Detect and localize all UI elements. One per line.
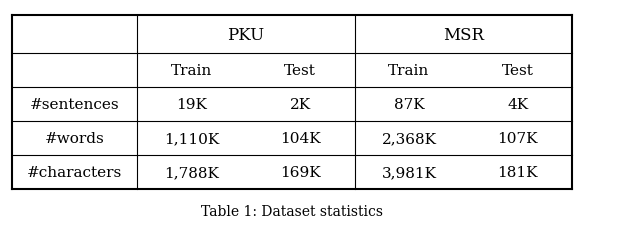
Text: #sentences: #sentences: [30, 98, 119, 112]
Text: 1,110K: 1,110K: [164, 131, 219, 145]
Text: PKU: PKU: [227, 26, 264, 43]
Text: 4K: 4K: [508, 98, 528, 112]
Text: 3,981K: 3,981K: [381, 165, 437, 179]
Text: 2,368K: 2,368K: [381, 131, 437, 145]
Text: Test: Test: [284, 64, 316, 78]
Text: 104K: 104K: [280, 131, 320, 145]
Text: Table 1: Dataset statistics: Table 1: Dataset statistics: [202, 205, 383, 218]
Text: Test: Test: [502, 64, 534, 78]
Text: 2K: 2K: [290, 98, 310, 112]
Text: 169K: 169K: [280, 165, 320, 179]
Text: 87K: 87K: [394, 98, 424, 112]
Text: 107K: 107K: [498, 131, 538, 145]
Text: MSR: MSR: [443, 26, 484, 43]
Text: #characters: #characters: [27, 165, 123, 179]
Text: 1,788K: 1,788K: [164, 165, 219, 179]
Text: #words: #words: [45, 131, 104, 145]
Text: 181K: 181K: [498, 165, 538, 179]
Text: Train: Train: [170, 64, 212, 78]
Text: Train: Train: [388, 64, 430, 78]
Text: 19K: 19K: [176, 98, 207, 112]
